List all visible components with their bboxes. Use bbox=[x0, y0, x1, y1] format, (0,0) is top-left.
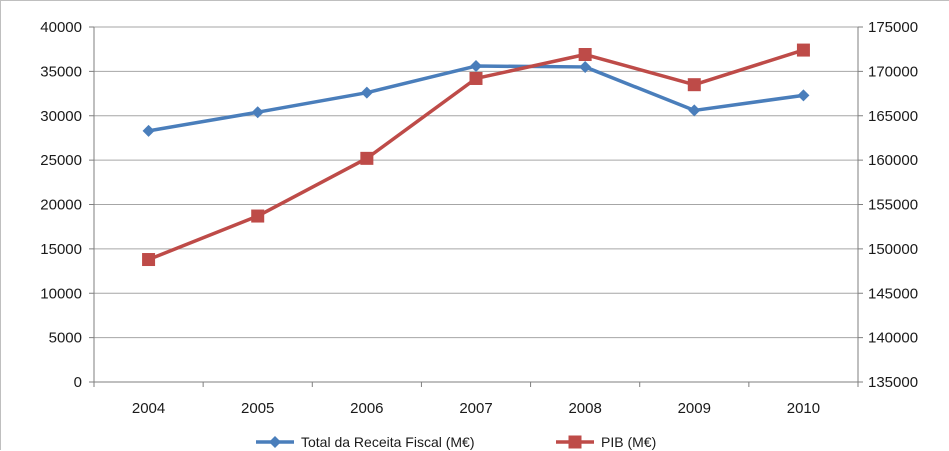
data-point bbox=[360, 151, 374, 165]
y-right-tick-label: 170000 bbox=[868, 63, 918, 80]
y-right-tick-label: 135000 bbox=[868, 374, 918, 391]
data-point bbox=[360, 86, 373, 99]
y-left-tick-label: 10000 bbox=[40, 285, 82, 302]
legend-label: PIB (M€) bbox=[601, 434, 656, 450]
x-tick-label: 2006 bbox=[350, 400, 383, 417]
data-point bbox=[251, 209, 265, 223]
y-left-tick-label: 25000 bbox=[40, 152, 82, 169]
data-point bbox=[688, 104, 701, 117]
data-point bbox=[470, 60, 482, 73]
legend-label: Total da Receita Fiscal (M€) bbox=[301, 434, 475, 450]
y-left-tick-label: 0 bbox=[74, 374, 82, 391]
axes: 0 5000 10000 15000 20000 25000 30000 35000 40000… bbox=[40, 19, 918, 417]
series-receita-fiscal bbox=[142, 60, 810, 137]
y-left-tick-label: 30000 bbox=[40, 108, 82, 125]
y-left-tick-label: 35000 bbox=[40, 63, 82, 80]
y-right-tick-label: 145000 bbox=[868, 285, 918, 302]
legend-item: Total da Receita Fiscal (M€) bbox=[256, 434, 475, 450]
data-point bbox=[579, 60, 592, 73]
data-point bbox=[578, 48, 592, 62]
y-right-tick-label: 140000 bbox=[868, 330, 918, 347]
y-right-tick-label: 150000 bbox=[868, 241, 918, 258]
x-tick-label: 2010 bbox=[787, 400, 820, 417]
y-right-tick-label: 175000 bbox=[868, 19, 918, 36]
y-right-tick-label: 165000 bbox=[868, 108, 918, 125]
x-tick-label: 2007 bbox=[459, 400, 492, 417]
x-tick-label: 2004 bbox=[132, 400, 165, 417]
data-point bbox=[142, 253, 156, 267]
data-point bbox=[797, 89, 810, 102]
y-left-tick-label: 20000 bbox=[40, 197, 82, 214]
x-tick-label: 2009 bbox=[678, 400, 711, 417]
data-point bbox=[796, 43, 810, 57]
data-point bbox=[251, 106, 264, 119]
series-pib bbox=[142, 43, 810, 267]
gridlines bbox=[94, 26, 858, 339]
y-left-tick-label: 5000 bbox=[49, 330, 82, 347]
data-point bbox=[687, 78, 701, 92]
legend-item: PIB (M€) bbox=[556, 434, 656, 450]
data-point bbox=[142, 124, 155, 137]
x-tick-label: 2005 bbox=[241, 400, 274, 417]
y-right-tick-label: 160000 bbox=[868, 152, 918, 169]
y-left-tick-label: 40000 bbox=[40, 19, 82, 36]
data-point bbox=[469, 71, 483, 85]
data-point bbox=[269, 436, 281, 448]
y-right-tick-label: 155000 bbox=[868, 197, 918, 214]
legend: Total da Receita Fiscal (M€) PIB (M€) bbox=[256, 434, 656, 450]
data-point bbox=[568, 435, 582, 449]
series-layer bbox=[142, 43, 810, 267]
y-left-tick-label: 15000 bbox=[40, 241, 82, 258]
x-tick-label: 2008 bbox=[568, 400, 601, 417]
